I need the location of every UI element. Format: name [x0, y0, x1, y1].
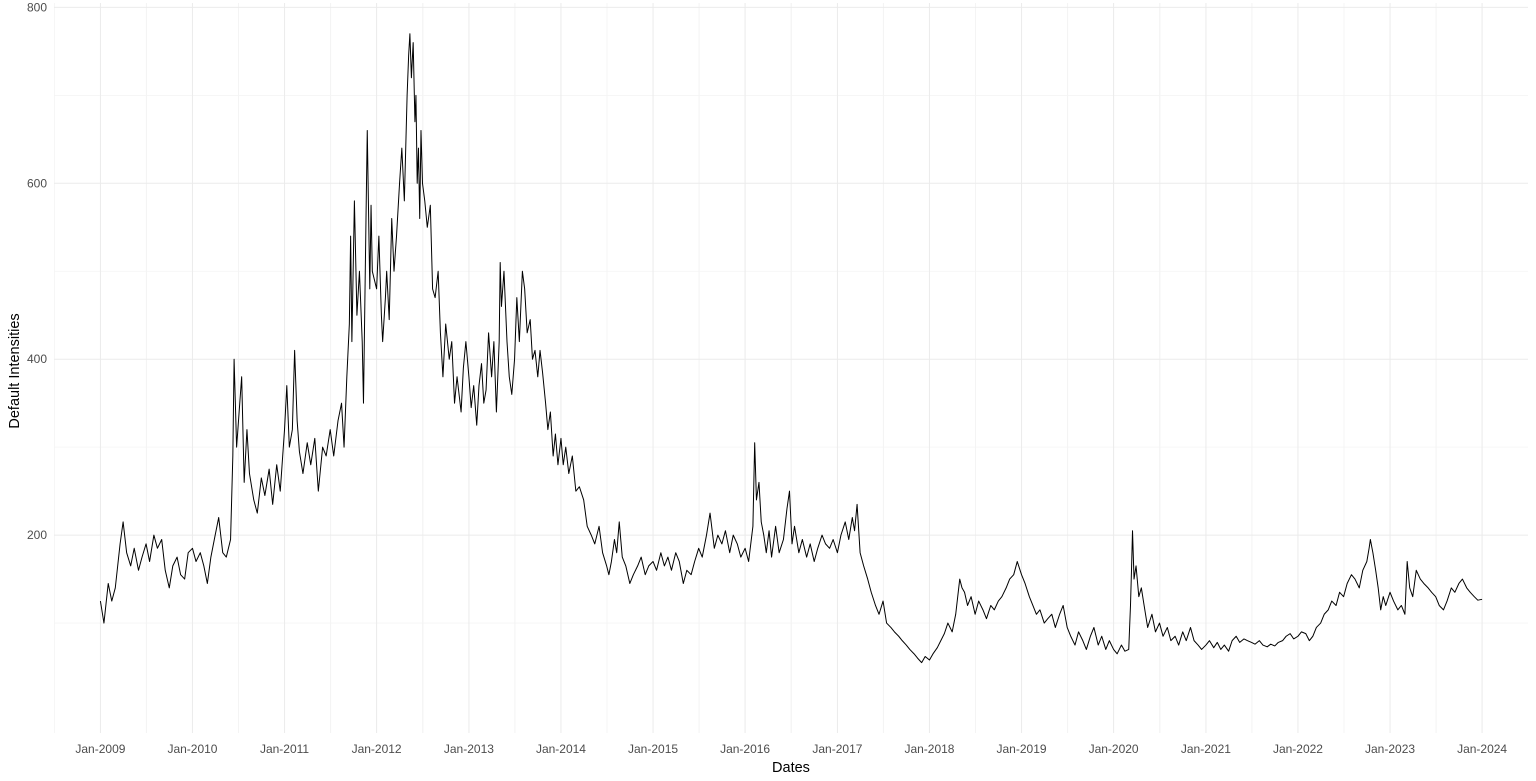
- minor-gridlines: [54, 3, 1528, 733]
- x-tick-label: Jan-2012: [352, 742, 402, 756]
- x-tick-label: Jan-2013: [444, 742, 494, 756]
- x-tick-label: Jan-2021: [1181, 742, 1231, 756]
- x-tick-label: Jan-2016: [720, 742, 770, 756]
- major-gridlines: [54, 3, 1528, 733]
- y-axis-title: Default Intensities: [7, 313, 23, 428]
- x-tick-label: Jan-2018: [904, 742, 954, 756]
- x-tick-label: Jan-2019: [997, 742, 1047, 756]
- x-tick-label: Jan-2023: [1365, 742, 1415, 756]
- x-tick-label: Jan-2010: [167, 742, 217, 756]
- x-tick-label: Jan-2020: [1089, 742, 1139, 756]
- x-tick-label: Jan-2017: [812, 742, 862, 756]
- y-tick-label: 800: [27, 0, 47, 14]
- x-tick-label: Jan-2011: [260, 742, 309, 756]
- x-axis-title: Dates: [772, 760, 810, 776]
- series-line: [99, 33, 1483, 664]
- y-tick-label: 400: [27, 352, 47, 366]
- x-tick-label: Jan-2022: [1273, 742, 1323, 756]
- series-layer: [99, 33, 1483, 664]
- y-tick-label: 200: [27, 528, 47, 542]
- x-tick-label: Jan-2014: [536, 742, 586, 756]
- x-axis-tick-labels: Jan-2009 Jan-2010 Jan-2011 Jan-2012 Jan-2013…: [75, 742, 1507, 756]
- x-tick-label: Jan-2015: [628, 742, 678, 756]
- x-tick-label: Jan-2024: [1457, 742, 1507, 756]
- x-tick-label: Jan-2009: [75, 742, 125, 756]
- y-tick-label: 600: [27, 176, 47, 190]
- y-axis-tick-labels: 200 400 600 800: [27, 0, 47, 542]
